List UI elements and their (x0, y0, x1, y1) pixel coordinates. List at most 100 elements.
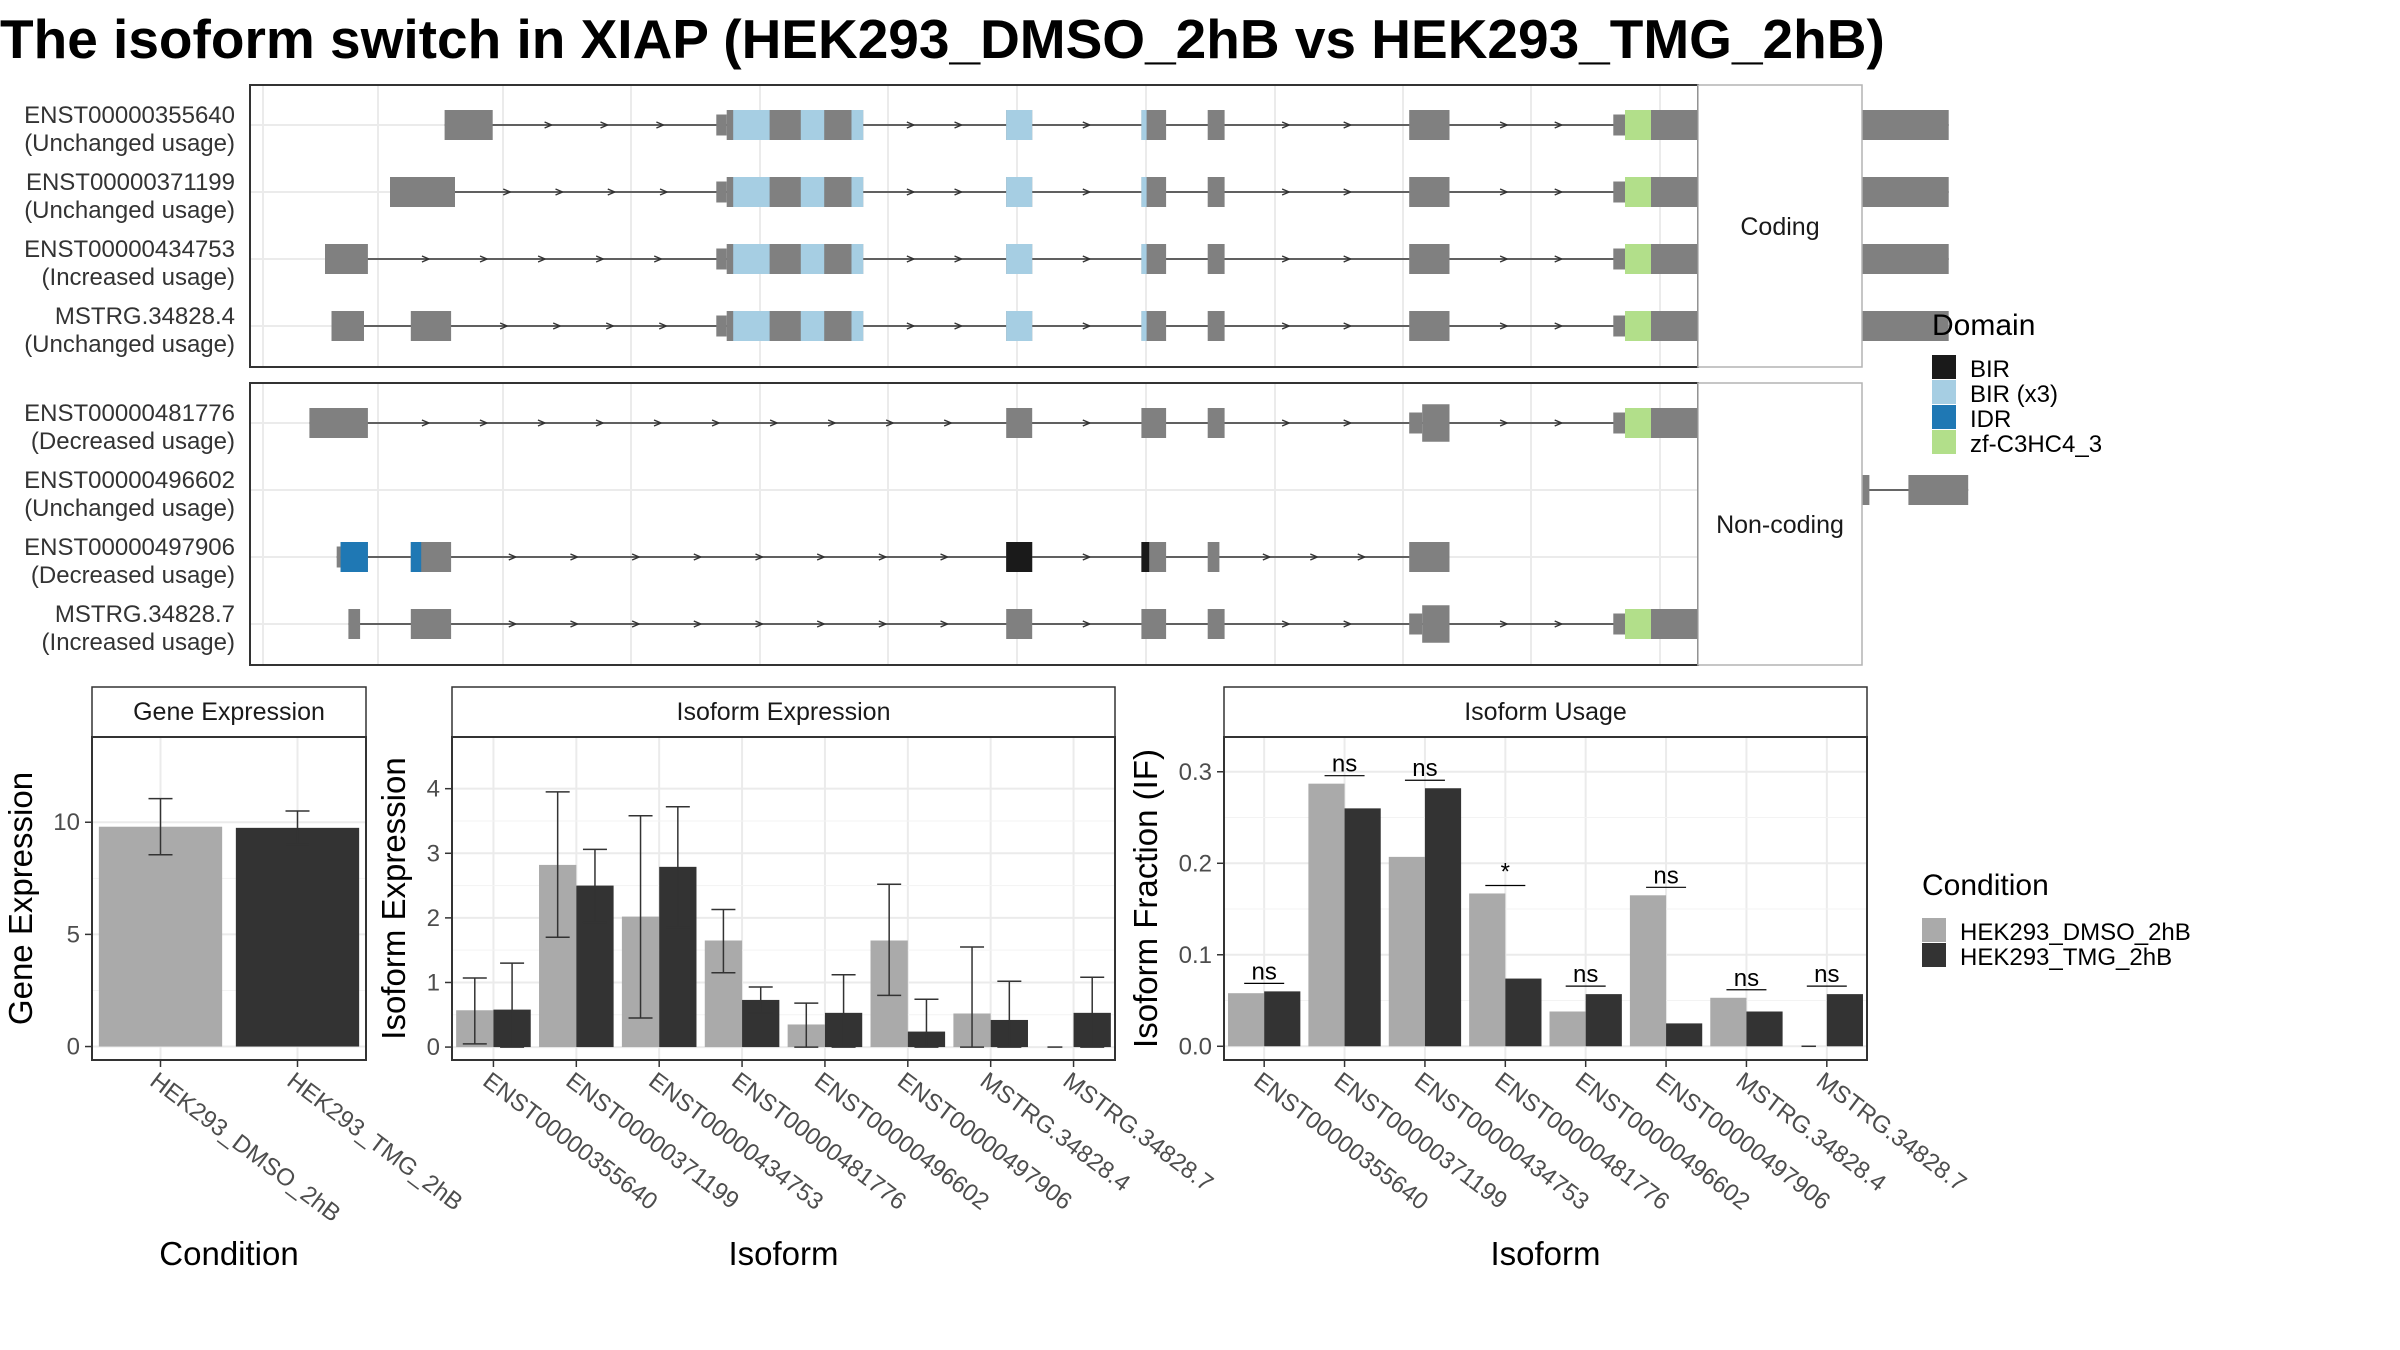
exon-block (716, 114, 727, 136)
y-tick-label: 1 (427, 969, 440, 996)
legend-label-bir: BIR (1970, 356, 2010, 383)
intron-arrow (499, 322, 509, 330)
significance-label: ns (1814, 961, 1839, 988)
isoform-id-label: ENST00000497906 (24, 534, 235, 561)
x-axis-title: Condition (159, 1235, 298, 1272)
exon-block (1613, 248, 1625, 270)
domain-zf-c3hc4-3 (1625, 244, 1651, 274)
intron-arrow (658, 322, 669, 330)
y-tick-label: 5 (67, 921, 80, 948)
legend-key-idr (1932, 405, 1956, 429)
legend-key-dmso (1922, 918, 1946, 942)
intron-arrow (1499, 121, 1509, 129)
legend-key-bir-x3 (1932, 380, 1956, 404)
exon-block (325, 244, 368, 274)
bar-hek293-tmg-2hb (1585, 994, 1622, 1047)
coding-strip (1697, 84, 1863, 368)
intron-arrow (1554, 419, 1564, 427)
domain-zf-c3hc4-3 (1625, 311, 1651, 341)
bar-hek293-tmg-2hb (1264, 991, 1301, 1047)
exon-block (1141, 408, 1167, 438)
bar-hek293-tmg-2hb (1666, 1023, 1703, 1047)
exon-block (1006, 408, 1033, 438)
exon-block (1613, 181, 1625, 203)
domain-bir-x3 (1141, 110, 1147, 140)
domain-bir-x3 (1006, 244, 1033, 274)
y-axis-title: Gene Expression (2, 772, 39, 1025)
bar-hek293-dmso-2hb (1388, 856, 1425, 1047)
exon-block (1207, 110, 1225, 140)
isoform-usage-label: (Unchanged usage) (24, 197, 235, 224)
domain-bir-x3 (1141, 311, 1147, 341)
isoform-usage-label: (Increased usage) (42, 264, 235, 291)
intron-arrow (659, 188, 669, 196)
intron-arrow (1343, 188, 1353, 196)
intron-arrow (1499, 419, 1509, 427)
exon-block (1409, 542, 1450, 572)
x-axis-title: Isoform (728, 1235, 838, 1272)
intron-arrow (1499, 188, 1509, 196)
intron-arrow (906, 322, 916, 330)
isoform-id-label: ENST00000355640 (24, 102, 235, 129)
intron-arrow (816, 553, 826, 561)
noncoding-strip-label: Non-coding (1716, 511, 1844, 539)
intron-arrow (954, 121, 964, 129)
domain-legend: Domain BIR BIR (x3) IDR zf-C3HC4_3 (1932, 309, 2102, 458)
domain-bir-x3 (851, 177, 864, 207)
exon-block (716, 315, 727, 337)
intron-arrow (1554, 322, 1564, 330)
isoform-id-label: ENST00000434753 (24, 236, 235, 263)
intron-arrow (1281, 322, 1291, 330)
intron-arrow (605, 322, 615, 330)
exon-block (1409, 177, 1450, 207)
exon-block (336, 546, 341, 568)
isoform-usage-label: (Unchanged usage) (24, 130, 235, 157)
intron-arrow (1343, 620, 1353, 628)
y-tick-label: 0.3 (1179, 759, 1212, 786)
isoform-usage-label: (Increased usage) (42, 629, 235, 656)
y-tick-label: 4 (427, 776, 440, 803)
significance-label: ns (1252, 958, 1277, 985)
intron-arrow (570, 553, 580, 561)
exon-block (1207, 609, 1225, 639)
y-axis-title: Isoform Expression (375, 757, 412, 1039)
condition-legend: Condition HEK293_DMSO_2hB HEK293_TMG_2hB (1922, 869, 2191, 971)
significance-label: ns (1573, 961, 1598, 988)
domain-bir-x3 (1006, 110, 1033, 140)
bar-hek293-tmg-2hb (1424, 788, 1462, 1047)
bar-hek293-dmso-2hb (1629, 895, 1667, 1047)
significance-label: ns (1734, 965, 1759, 992)
intron-arrow (906, 121, 916, 129)
isoform-id-label: ENST00000371199 (26, 169, 235, 196)
domain-bir-x3 (1141, 244, 1147, 274)
domain-bir-x3 (851, 110, 864, 140)
significance-label: * (1501, 858, 1510, 885)
isoform-id-label: ENST00000481776 (24, 400, 235, 427)
intron-arrow (479, 419, 489, 427)
intron-arrow (653, 419, 663, 427)
panel-title-strip (1223, 686, 1868, 738)
isoform-usage-label: (Decreased usage) (31, 428, 235, 455)
domain-bir (1141, 542, 1150, 572)
intron-arrow (954, 188, 964, 196)
exon-block (1207, 177, 1225, 207)
intron-arrow (878, 553, 888, 561)
legend-key-bir (1932, 355, 1956, 379)
exon-block (348, 609, 361, 639)
y-tick-label: 2 (427, 905, 440, 932)
bar-hek293-dmso-2hb (1710, 997, 1747, 1047)
intron-arrow (595, 255, 605, 263)
plot-border (91, 736, 367, 1061)
y-tick-label: 0 (427, 1034, 440, 1061)
intron-arrow (1499, 322, 1509, 330)
domain-zf-c3hc4-3 (1625, 609, 1651, 639)
panel-title: Isoform Usage (1464, 698, 1627, 726)
exon-block (716, 248, 727, 270)
intron-arrow (570, 620, 580, 628)
intron-arrow (827, 419, 837, 427)
y-tick-label: 0.2 (1179, 850, 1212, 877)
exon-block (1207, 244, 1225, 274)
intron-arrow (1554, 620, 1564, 628)
intron-arrow (1082, 553, 1092, 561)
